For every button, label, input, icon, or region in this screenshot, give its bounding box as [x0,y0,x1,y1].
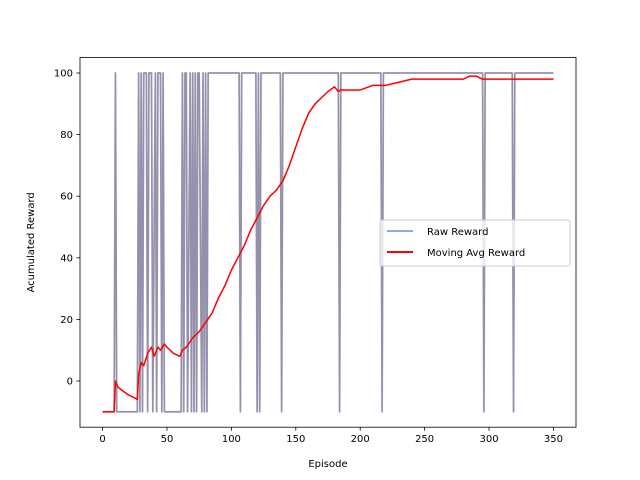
legend-box [379,219,571,267]
x-tick-label: 350 [544,434,563,445]
y-tick-label: 20 [60,315,73,326]
x-tick-label: 100 [222,434,241,445]
y-tick-label: 60 [60,192,73,203]
y-tick-label: 80 [60,130,73,141]
y-tick-label: 100 [54,69,73,80]
x-tick-label: 0 [99,434,105,445]
x-tick-label: 300 [479,434,498,445]
y-axis-label: Acumulated Reward [26,192,37,292]
x-axis-label: Episode [308,459,347,470]
y-tick-label: 0 [67,377,73,388]
y-tick-label: 40 [60,253,73,264]
x-tick-label: 200 [351,434,370,445]
legend-moving-avg-label: Moving Avg Reward [427,248,525,259]
axes-frame [79,57,577,428]
x-tick-label: 50 [161,434,174,445]
series-moving-avg-line [102,75,554,413]
legend-raw-reward-label: Raw Reward [427,227,488,238]
x-tick-label: 250 [415,434,434,445]
legend: Raw Reward Moving Avg Reward [379,219,571,267]
axes-layer: 0 50 100 150 200 250 300 350 0 20 40 60 80 100 [54,57,577,445]
x-tick-label: 150 [286,434,305,445]
series-layer [102,72,554,413]
